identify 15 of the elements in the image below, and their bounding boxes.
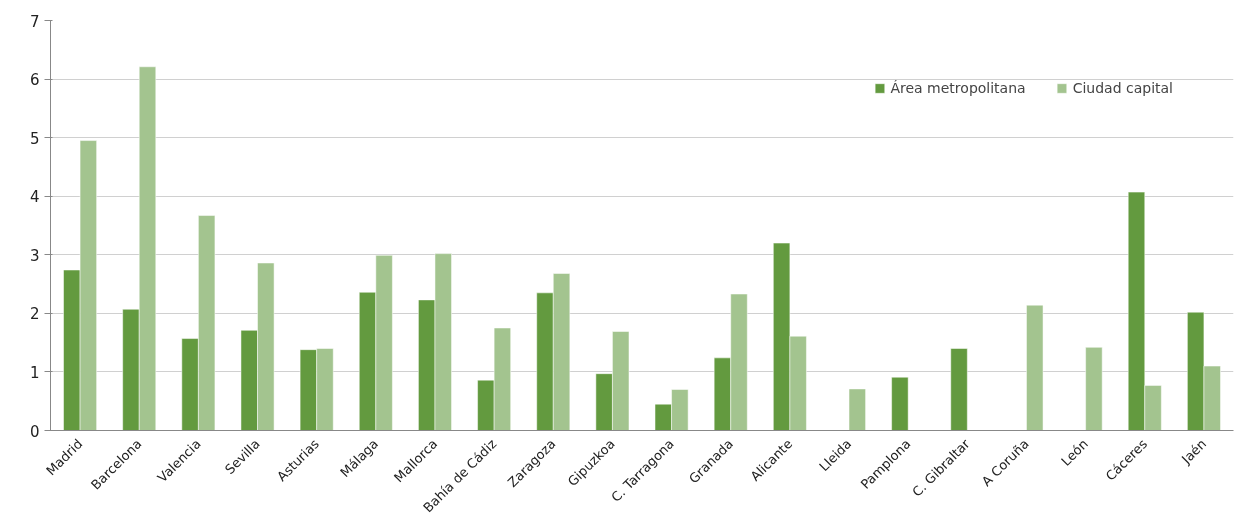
- bar: [1026, 304, 1044, 431]
- y-tick-label: 6: [29, 71, 40, 90]
- bar: [950, 348, 968, 431]
- y-tick-label: 4: [29, 188, 40, 207]
- bar: [848, 388, 866, 431]
- y-tick-label: 7: [29, 12, 40, 31]
- y-tick-label: 0: [29, 422, 40, 441]
- bar: [891, 376, 909, 431]
- y-tick-label: 2: [29, 305, 40, 324]
- bar: [1085, 347, 1103, 431]
- y-tick-label: 5: [29, 129, 40, 148]
- y-tick-label: 1: [29, 363, 40, 382]
- legend-label: Área metropolitana: [890, 80, 1026, 96]
- y-tick-label: 3: [29, 246, 40, 265]
- legend-label: Ciudad capital: [1072, 80, 1173, 96]
